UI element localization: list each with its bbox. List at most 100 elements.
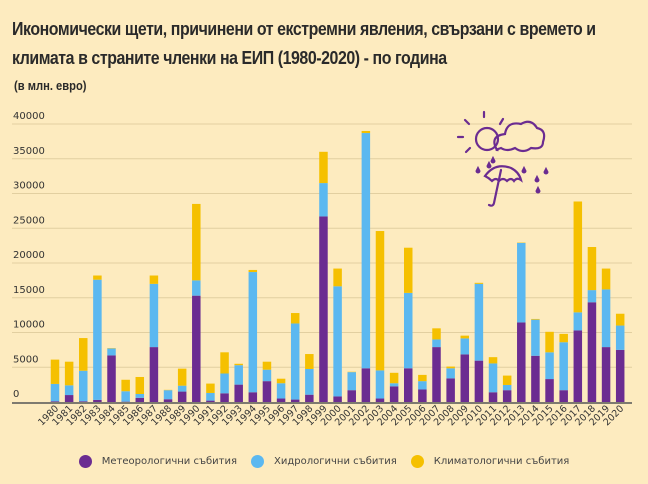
bar-segment-meteorological	[149, 347, 159, 402]
bar-segment-hydrological	[220, 373, 229, 394]
bar-segment-climatological	[220, 352, 229, 374]
bar-segment-hydrological	[206, 392, 215, 401]
bar-segment-meteorological	[375, 398, 385, 402]
bar-segment-hydrological	[488, 363, 498, 393]
bar-segment-meteorological	[531, 355, 540, 402]
bar-segment-meteorological	[107, 355, 116, 402]
bar-segment-meteorological	[474, 360, 484, 402]
legend-item-climatological[interactable]: Климатологични събития	[410, 455, 570, 468]
bar-segment-climatological	[432, 328, 441, 340]
bar-segment-meteorological	[177, 391, 187, 402]
bar-segment-meteorological	[333, 396, 342, 402]
legend-item-hydrological[interactable]: Хидрологични събития	[251, 455, 397, 468]
bar-segment-climatological	[79, 338, 88, 371]
bar-segment-climatological	[276, 378, 286, 384]
bar-segment-hydrological	[573, 312, 583, 331]
bar-segment-climatological	[361, 130, 371, 134]
weather-sun-cloud-rain-umbrella-icon	[456, 110, 549, 207]
bar-segment-hydrological	[418, 381, 427, 390]
bar-segment-climatological	[531, 318, 540, 320]
bar-segment-hydrological	[149, 283, 159, 348]
bar-segment-climatological	[502, 375, 512, 385]
bar-segment-hydrological	[135, 394, 145, 398]
bar-segment-meteorological	[319, 216, 328, 402]
bar-segment-hydrological	[404, 292, 413, 369]
bar-segment-meteorological	[488, 392, 498, 402]
bar-segment-climatological	[319, 151, 328, 184]
bar-segment-climatological	[177, 368, 187, 386]
legend-swatch	[410, 455, 424, 468]
bar-segment-climatological	[460, 335, 470, 339]
bar-segment-hydrological	[163, 390, 173, 400]
y-tick-label: 35000	[13, 146, 45, 157]
bar-segment-meteorological	[418, 389, 427, 402]
bar-segment-hydrological	[262, 369, 272, 382]
bar-segment-meteorological	[50, 401, 60, 402]
bar-segment-meteorological	[615, 349, 625, 402]
bar-segment-hydrological	[192, 280, 201, 296]
bar-segment-hydrological	[601, 289, 611, 348]
legend-item-meteorological[interactable]: Метеорологични събития	[78, 455, 238, 468]
bar-segment-climatological	[389, 372, 399, 384]
bar-segment-hydrological	[446, 368, 455, 379]
bar-segment-climatological	[248, 269, 258, 273]
bar-segment-hydrological	[347, 372, 356, 391]
bar-segment-climatological	[234, 363, 243, 366]
y-tick-label: 15000	[13, 285, 45, 296]
bar-segment-hydrological	[319, 183, 328, 217]
y-tick-label: 0	[13, 389, 19, 400]
bar-segment-meteorological	[135, 397, 145, 402]
chart-subtitle: (в млн. евро)	[14, 78, 87, 93]
bar-segment-climatological	[615, 313, 625, 326]
bar-segment-hydrological	[474, 283, 484, 361]
bar-segment-meteorological	[432, 347, 441, 402]
bar-segment-climatological	[305, 354, 314, 369]
bar-segment-meteorological	[347, 390, 356, 402]
bar-segment-meteorological	[601, 347, 611, 402]
bar-segment-hydrological	[64, 385, 74, 396]
bar-segment-hydrological	[615, 325, 625, 350]
bar-segment-meteorological	[559, 390, 568, 402]
bar-segment-hydrological	[389, 383, 399, 387]
bar-segment-hydrological	[587, 290, 597, 303]
bar-segment-hydrological	[432, 339, 441, 348]
legend-label: Климатологични събития	[433, 456, 570, 467]
bar-segment-climatological	[601, 268, 611, 290]
bar-segment-hydrological	[234, 365, 243, 385]
bar-segment-climatological	[404, 247, 413, 293]
bar-segment-meteorological	[163, 399, 173, 402]
bar-segment-climatological	[418, 374, 427, 382]
bar-segment-meteorological	[79, 401, 88, 402]
bar-segment-climatological	[121, 379, 130, 392]
bar-segment-hydrological	[107, 348, 116, 356]
bar-segment-meteorological	[517, 322, 526, 402]
bar-segment-meteorological	[290, 399, 300, 402]
legend: Метеорологични събития Хидрологични съби…	[0, 455, 648, 468]
bar-segment-climatological	[50, 359, 60, 384]
bar-segment-climatological	[375, 231, 385, 371]
bar-segment-hydrological	[305, 368, 314, 395]
bar-segment-climatological	[488, 357, 498, 364]
bar-segment-hydrological	[248, 272, 258, 393]
bar-segment-meteorological	[234, 384, 243, 402]
bar-segment-hydrological	[177, 385, 187, 392]
bar-segment-climatological	[446, 366, 455, 369]
bar-segment-climatological	[545, 331, 554, 353]
bar-segment-meteorological	[389, 386, 399, 402]
bar-segment-meteorological	[248, 392, 258, 402]
bar-segment-climatological	[290, 313, 300, 324]
bar-segment-meteorological	[361, 368, 371, 402]
bar-segment-hydrological	[517, 242, 526, 323]
y-tick-label: 40000	[13, 111, 45, 122]
bar-segment-meteorological	[502, 390, 512, 402]
bar-segment-meteorological	[206, 400, 215, 402]
legend-swatch	[251, 455, 265, 468]
legend-label: Метеорологични събития	[101, 456, 238, 467]
bar-segment-meteorological	[404, 368, 413, 402]
bar-segment-climatological	[64, 361, 74, 386]
bar-segment-hydrological	[50, 383, 60, 402]
bar-segment-meteorological	[192, 295, 201, 402]
y-tick-label: 5000	[13, 354, 38, 365]
bar-segment-meteorological	[276, 398, 286, 402]
